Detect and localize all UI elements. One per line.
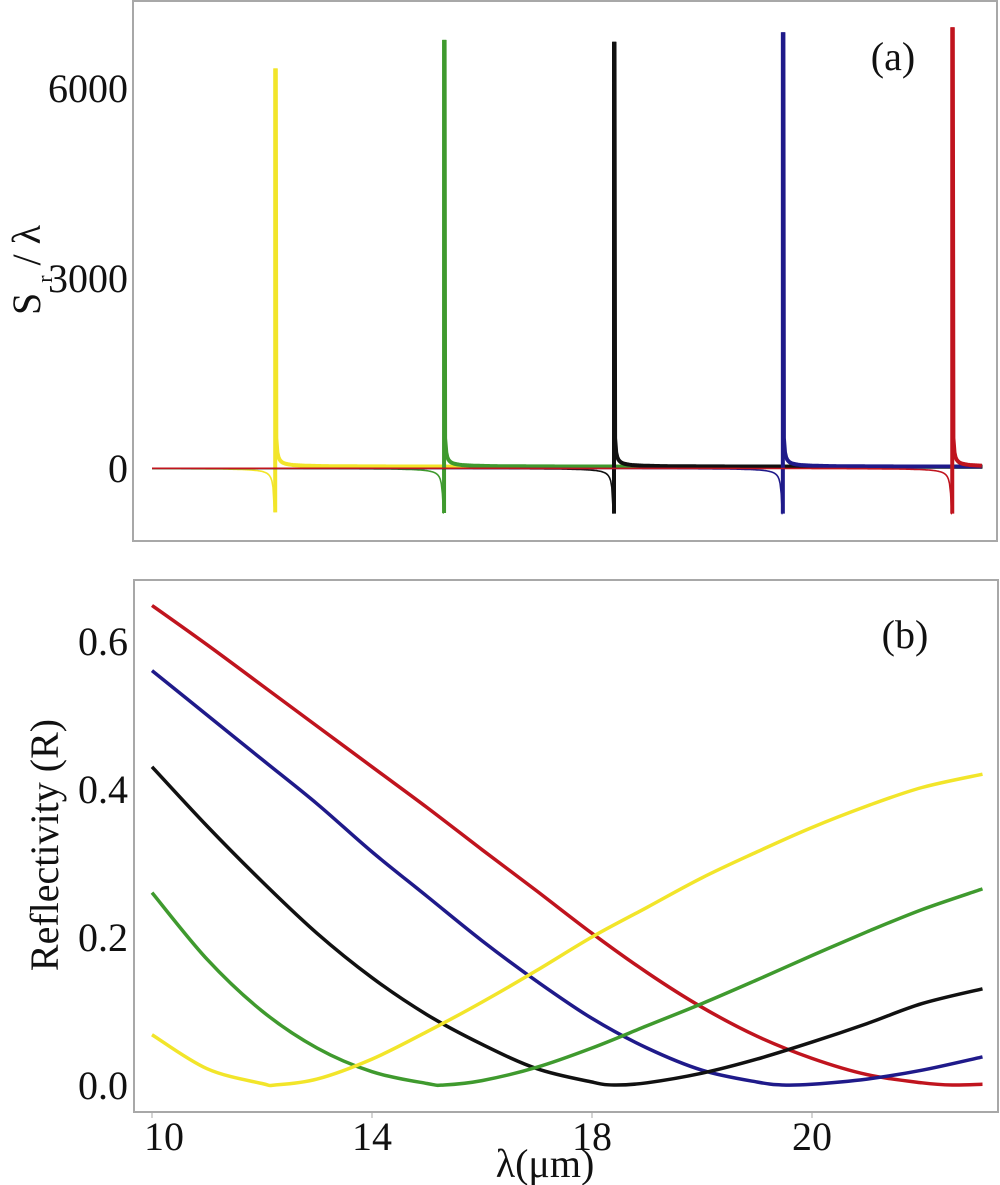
panel-b-curves [150,604,984,1088]
y-tick-label: 0 [108,446,128,491]
series-yellow-left-branch [152,467,276,513]
y-tick-label: 0.0 [78,1063,128,1108]
panel-b-x-ticks: 10 14 18 20 [144,1112,832,1159]
panel-b: 0.0 0.2 0.4 0.6 10 14 18 20 Reflectivity (R) λ… [22,579,999,1185]
series-yellow-reflectivity-line [151,772,983,1088]
y-tick-label: 3000 [48,256,128,301]
y-tick-label: 0.2 [78,915,128,960]
panel-b-x-axis-title: λ(μm) [496,1141,595,1185]
panel-a-frame [132,0,998,542]
x-tick-label: 10 [144,1114,184,1159]
panel-a-y-axis-title: Sr/ λ [4,224,57,315]
x-tick-label: 14 [352,1114,392,1159]
x-tick-label: 20 [792,1114,832,1159]
series-black-reflectivity-line [150,765,983,1087]
y-tick-label: 0.4 [78,767,128,812]
panel-b-frame [133,579,999,1113]
panel-b-y-axis-title: Reflectivity (R) [22,719,67,971]
panel-a-label: (a) [871,34,915,79]
series-yellow-right-branch [273,68,983,469]
series-blue-right-branch [781,32,982,469]
series-blue-reflectivity-line [150,669,983,1087]
series-green-left-branch [152,467,445,514]
panel-b-label: (b) [882,612,929,657]
series-green-right-branch [442,39,982,469]
y-tick-label: 0.6 [78,619,128,664]
panel-a: 0 3000 6000 Sr/ λ (a) [4,0,998,542]
series-red-right-branch [950,27,983,468]
panel-a-y-ticks: 0 3000 6000 [48,66,128,491]
x-tick-label: 18 [572,1114,612,1159]
y-tick-label: 6000 [48,66,128,111]
series-black-left-branch [152,467,615,514]
series-blue-left-branch [152,467,784,515]
series-red-reflectivity-line [150,604,983,1087]
series-black-right-branch [612,41,983,469]
series-red-left-branch [152,467,953,515]
series-green-reflectivity-line [150,887,984,1088]
panel-a-curves [152,27,983,515]
panel-b-y-ticks: 0.0 0.2 0.4 0.6 [78,619,128,1108]
